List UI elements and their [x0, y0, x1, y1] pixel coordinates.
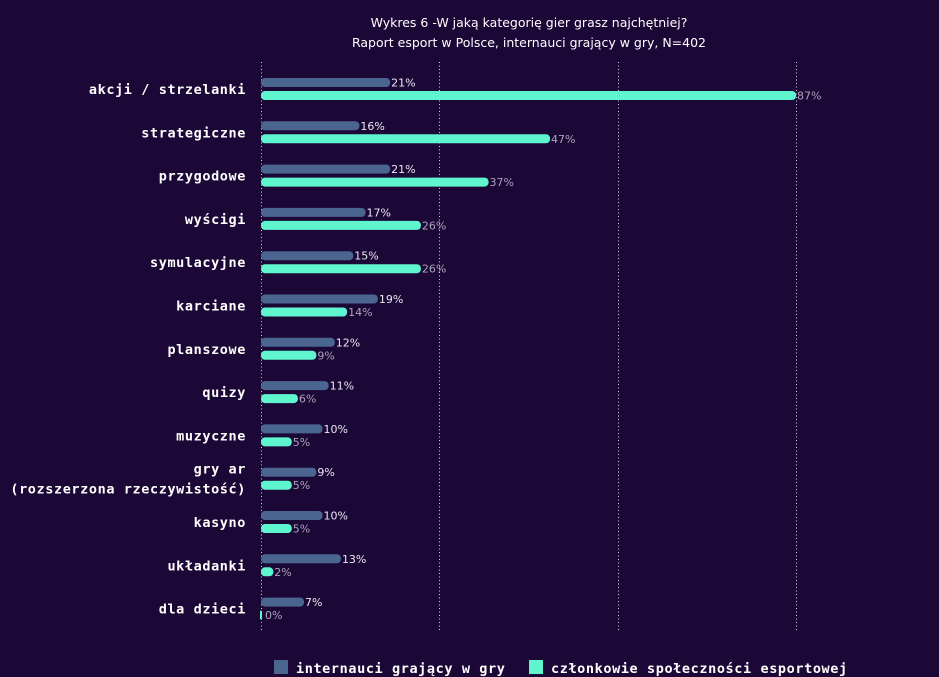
value-label-series-1: 87%	[797, 90, 821, 103]
bar-series-0	[261, 207, 366, 217]
bar-series-0	[261, 251, 354, 261]
bar-series-1	[261, 307, 348, 317]
bars	[260, 78, 797, 620]
bar-series-0	[261, 121, 360, 131]
value-label-series-0: 10%	[324, 423, 348, 436]
category-label: akcji / strzelanki	[89, 82, 246, 98]
value-label-series-0: 21%	[391, 163, 415, 176]
value-label-series-0: 11%	[330, 380, 354, 393]
bar-series-1	[261, 220, 421, 230]
bar-series-0	[261, 294, 378, 304]
bar-series-1	[261, 177, 489, 187]
value-label-series-0: 21%	[391, 77, 415, 90]
value-label-series-1: 5%	[293, 479, 310, 492]
chart-subtitle: Raport esport w Polsce, internauci grają…	[352, 35, 706, 50]
value-label-series-1: 2%	[274, 566, 291, 579]
bar-series-0	[261, 164, 391, 174]
value-label-series-0: 16%	[360, 120, 384, 133]
value-label-series-1: 0%	[265, 609, 282, 622]
category-labels: akcji / strzelanki strategiczne przygodowe…	[10, 82, 246, 618]
bar-series-1	[261, 480, 292, 490]
value-label-series-0: 9%	[317, 466, 334, 479]
bar-series-1	[261, 350, 317, 360]
bar-series-1	[261, 91, 797, 100]
legend-label-series-0: internauci grający w gry	[296, 661, 505, 677]
legend-swatch-series-0	[274, 660, 288, 674]
value-label-series-1: 9%	[317, 349, 334, 362]
bar-series-0	[261, 511, 323, 520]
value-label-series-1: 5%	[293, 436, 310, 449]
bar-series-1	[261, 567, 274, 577]
value-labels: 21%87%16%47%21%37%17%26%15%26%19%14%12%9…	[265, 77, 822, 623]
category-label: symulacyjne	[150, 255, 246, 271]
value-label-series-0: 15%	[354, 250, 378, 263]
legend-label-series-1: członkowie społeczności esportowej	[551, 661, 848, 677]
value-label-series-1: 26%	[422, 263, 446, 276]
gridlines	[261, 62, 797, 630]
value-label-series-0: 10%	[324, 510, 348, 523]
value-label-series-1: 37%	[490, 176, 514, 189]
bar-series-0	[261, 597, 305, 607]
category-label: planszowe	[167, 342, 246, 358]
value-label-series-0: 12%	[336, 336, 360, 349]
value-label-series-1: 26%	[422, 219, 446, 232]
chart-title: Wykres 6 -W jaką kategorię gier grasz na…	[371, 15, 688, 30]
bar-series-1	[261, 394, 298, 404]
chart-title-group: Wykres 6 -W jaką kategorię gier grasz na…	[352, 15, 706, 50]
value-label-series-1: 6%	[299, 393, 316, 406]
bar-series-0	[261, 467, 317, 477]
bar-series-0	[261, 381, 329, 391]
bar-series-0	[261, 554, 341, 564]
value-label-series-1: 47%	[551, 133, 575, 146]
category-label: dla dzieci	[159, 602, 246, 618]
bar-series-0	[261, 337, 335, 347]
category-label: quizy	[202, 385, 246, 401]
value-label-series-1: 14%	[348, 306, 372, 319]
value-label-series-1: 5%	[293, 523, 310, 536]
value-label-series-0: 19%	[379, 293, 403, 306]
bar-series-0	[261, 424, 323, 434]
bar-series-1	[261, 264, 421, 274]
bar-series-1	[261, 134, 551, 144]
bar-series-1	[260, 610, 262, 620]
bar-series-1	[261, 524, 292, 533]
value-label-series-0: 17%	[367, 206, 391, 219]
category-label: muzyczne	[176, 428, 246, 444]
category-label: strategiczne	[141, 125, 246, 141]
bar-series-1	[261, 437, 292, 447]
legend-swatch-series-1	[529, 660, 543, 674]
category-label: wyścigi	[185, 212, 246, 228]
category-label: gry ar (rozszerzona rzeczywistość)	[10, 462, 246, 498]
category-label: układanki	[167, 558, 246, 574]
value-label-series-0: 7%	[305, 596, 322, 609]
category-label: przygodowe	[159, 169, 246, 185]
category-label: karciane	[176, 299, 246, 315]
bar-series-0	[261, 78, 391, 87]
legend: internauci grający w gry członkowie społe…	[274, 660, 848, 677]
category-label: kasyno	[194, 515, 246, 531]
value-label-series-0: 13%	[342, 553, 366, 566]
